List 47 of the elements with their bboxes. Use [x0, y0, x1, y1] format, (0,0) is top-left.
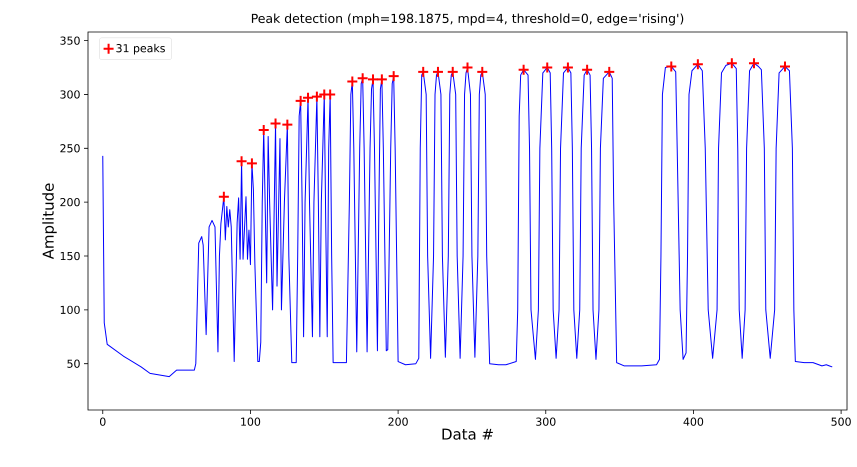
point: [541, 62, 554, 74]
x-tick-label: 200: [388, 418, 408, 426]
y-tick-label: 250: [60, 144, 80, 152]
point: [302, 92, 314, 104]
x-tick-label: 0: [100, 418, 106, 426]
point: [346, 76, 358, 88]
x-tick-label: 300: [536, 418, 556, 426]
point: [376, 73, 388, 86]
x-tick-label: 100: [241, 418, 260, 426]
point: [270, 118, 282, 130]
point: [258, 124, 270, 136]
point: [294, 94, 307, 107]
point: [581, 64, 594, 76]
point: [388, 70, 400, 82]
point: [748, 57, 760, 70]
point: [236, 155, 248, 168]
point: [246, 157, 258, 170]
y-tick-label: 350: [60, 36, 80, 45]
point: [446, 66, 459, 78]
point: [218, 190, 230, 203]
y-axis-title: Amplitude: [42, 184, 57, 260]
point: [356, 72, 369, 84]
legend-label: 31 peaks: [116, 44, 165, 54]
point: [310, 90, 323, 103]
point: [462, 62, 474, 74]
x-tick-label: 400: [684, 418, 704, 426]
x-tick-label: 500: [831, 418, 851, 426]
point: [603, 66, 616, 78]
x-axis-title: Data #: [442, 428, 493, 440]
point: [778, 60, 791, 72]
y-tick-label: 300: [60, 90, 80, 99]
point: [476, 66, 488, 78]
line-series: [102, 62, 833, 378]
point: [417, 66, 430, 78]
point: [692, 58, 704, 70]
y-tick-label: 150: [60, 252, 80, 260]
y-tick-label: 200: [60, 198, 80, 206]
point: [281, 118, 294, 131]
y-tick-label: 50: [67, 360, 80, 368]
chart-title: Peak detection (mph=198.1875, mpd=4, threshold=0, edge='rising'): [252, 13, 684, 26]
point: [432, 66, 444, 78]
point: [562, 62, 574, 74]
y-tick-label: 100: [60, 306, 80, 314]
point: [726, 57, 738, 70]
point: [665, 60, 678, 72]
point: [367, 73, 379, 86]
point: [518, 64, 530, 76]
